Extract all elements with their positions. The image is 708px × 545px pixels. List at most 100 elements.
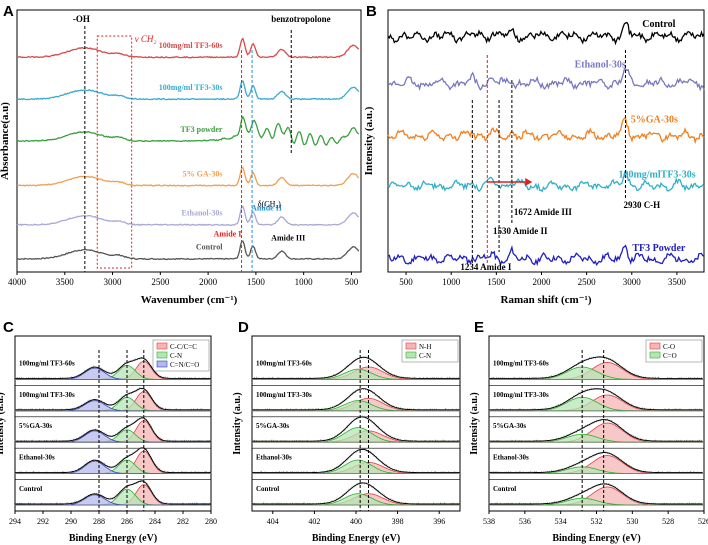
- ftir-series-label-100mg-ml-tf3-60s: 100mg/ml TF3-60s: [159, 41, 223, 50]
- sample-label-5-ga-30s: 5%GA-30s: [19, 422, 52, 430]
- sample-label-control: Control: [493, 485, 516, 493]
- panel-b-raman-chart: 500 1000 1500 2000 2500 3000 3500 Raman shift (…: [363, 9, 705, 306]
- raman-series-label-100mg-mltf3-30s: 100mg/mlTF3-30s: [618, 170, 695, 181]
- x-axis-label: Binding Energy (eV): [69, 533, 157, 544]
- legend-label-c-n: C-N: [419, 352, 431, 360]
- panel-c-xps-c1s-chart: 294 292 290 288 286 284 282 280 Binding Energy (…: [0, 335, 217, 544]
- legend-label-n-h: N-H: [419, 343, 431, 351]
- ftir-series-label-100mg-ml-tf3-30s: 100mg/ml TF3-30s: [159, 83, 223, 92]
- sample-label-control: Control: [256, 485, 279, 493]
- legend-label-c-c-c-c: C-C/C=C: [170, 343, 197, 351]
- ftir-series-label-tf3-powder: TF3 powder: [180, 125, 222, 134]
- legend-swatch-c-n: [156, 351, 168, 359]
- x-tick-label: 532: [591, 517, 603, 526]
- fit-envelope-ethanol-30s: [15, 447, 211, 474]
- legend-label-c-n: C-N: [170, 352, 182, 360]
- ftir-series-tf3-powder: [16, 115, 360, 146]
- legend-swatch-n-h: [405, 342, 417, 350]
- panel-label-a: A: [3, 3, 14, 20]
- x-tick-label: 530: [626, 517, 638, 526]
- x-axis-label: Raman shift (cm⁻¹): [501, 294, 592, 306]
- x-tick-label: 534: [555, 517, 567, 526]
- x-tick-label: 1000: [442, 277, 461, 287]
- ftir-series-ethanol-30s: [16, 205, 359, 227]
- ftir-series-label-control: Control: [196, 243, 223, 252]
- plot-frame: [387, 9, 705, 273]
- fit-envelope-100mg-ml-tf3-60s: [252, 356, 460, 379]
- sample-label-100mg-ml-tf3-60s: 100mg/ml TF3-60s: [493, 359, 549, 367]
- panel-label-e: E: [474, 319, 484, 336]
- x-tick-label: 2000: [532, 277, 551, 287]
- legend-swatch-c-n-c-o: [156, 360, 168, 368]
- x-tick-label: 284: [149, 517, 161, 526]
- plot-frame: [14, 335, 212, 512]
- annotation-delta-ch2: δ(CH₂): [258, 200, 281, 209]
- x-axis-label: Binding Energy (eV): [312, 533, 400, 544]
- ref-label-benzotropolone: benzotropolone: [271, 14, 330, 24]
- ftir-series-label-ethanol-30s: Ethanol-30s: [182, 209, 223, 218]
- raman-series-label-ethanol-30s: Ethanol-30s: [575, 60, 626, 71]
- sample-label-control: Control: [19, 485, 42, 493]
- ftir-series-label-5-ga-30s: 5% GA-30s: [183, 169, 223, 178]
- fit-envelope-100mg-ml-tf3-60s: [15, 357, 211, 379]
- legend-label-c-o: C-O: [663, 343, 675, 351]
- fit-envelope-control: [252, 482, 460, 505]
- y-axis-label: Intensity (a.u.): [232, 392, 243, 455]
- x-tick-label: 4000: [8, 277, 27, 287]
- fit-envelope-control: [15, 480, 211, 505]
- shift-arrow-head: [525, 178, 533, 186]
- fit-envelope-100mg-ml-tf3-30s: [15, 387, 211, 411]
- ref-label-amide-i: Amide I: [214, 230, 242, 239]
- raman-series-label-5-ga-30s: 5%GA-30s: [631, 115, 678, 126]
- x-tick-label: 2500: [578, 277, 597, 287]
- sample-label-ethanol-30s: Ethanol-30s: [256, 454, 292, 462]
- x-tick-label: 1000: [295, 277, 314, 287]
- legend-swatch-c-o: [649, 351, 661, 359]
- x-tick-label: 2500: [151, 277, 170, 287]
- x-tick-label: 3500: [668, 277, 687, 287]
- sample-label-ethanol-30s: Ethanol-30s: [493, 454, 529, 462]
- annotation-nu-ch2: ν CH₂: [135, 34, 157, 44]
- x-tick-label: 396: [433, 517, 445, 526]
- ref-label-oh: -OH: [73, 14, 90, 24]
- band-box-nu-ch2: [96, 35, 133, 269]
- raman-series-label-tf3-powder: TF3 Powder: [632, 243, 686, 254]
- legend-swatch-c-c-c-c: [156, 342, 168, 350]
- fit-envelope-ethanol-30s: [489, 452, 703, 474]
- sample-label-5-ga-30s: 5%GA-30s: [256, 422, 289, 430]
- x-tick-label: 292: [37, 517, 49, 526]
- x-tick-label: 402: [308, 517, 320, 526]
- x-tick-label: 282: [177, 517, 189, 526]
- fit-envelope-ethanol-30s: [252, 448, 460, 474]
- x-tick-label: 286: [121, 517, 133, 526]
- x-tick-label: 3000: [104, 277, 123, 287]
- sample-label-100mg-ml-tf3-60s: 100mg/ml TF3-60s: [256, 359, 312, 367]
- x-tick-label: 3500: [56, 277, 75, 287]
- x-tick-label: 404: [267, 517, 279, 526]
- panel-e-xps-o1s-chart: 538 536 534 532 530 528 526 Binding Energy (eV)…: [469, 335, 708, 544]
- x-tick-label: 294: [9, 517, 21, 526]
- y-axis-label: Intensity (a.u.): [363, 106, 375, 175]
- x-tick-label: 538: [483, 517, 495, 526]
- sample-label-100mg-ml-tf3-30s: 100mg/ml TF3-30s: [256, 391, 312, 399]
- fit-envelope-5-ga-30s: [252, 416, 460, 442]
- x-axis-label: Wavenumber (cm⁻¹): [141, 294, 238, 306]
- raman-series-5-ga-30s: [387, 117, 705, 145]
- y-axis-label: Absorbance(a.u): [0, 102, 11, 180]
- fit-envelope-5-ga-30s: [15, 417, 211, 442]
- raman-series-label-control: Control: [642, 19, 675, 30]
- panel-label-b: B: [366, 3, 377, 20]
- legend-swatch-c-n: [405, 351, 417, 359]
- panel-d-xps-n1s-chart: 404 402 400 398 396 Binding Energy (eV) Intens…: [232, 335, 461, 544]
- raman-series-100mg-mltf3-30s: [387, 171, 705, 193]
- sample-label-100mg-ml-tf3-30s: 100mg/ml TF3-30s: [493, 391, 549, 399]
- sample-label-100mg-ml-tf3-30s: 100mg/ml TF3-30s: [19, 391, 75, 399]
- component-c-n: [15, 488, 211, 506]
- x-tick-label: 2000: [199, 277, 218, 287]
- x-tick-label: 1500: [247, 277, 266, 287]
- raman-series-tf3-powder: [387, 244, 705, 267]
- component-c-n-c-o: [15, 494, 211, 506]
- raman-series-ethanol-30s: [387, 67, 705, 92]
- panel-label-c: C: [3, 319, 14, 336]
